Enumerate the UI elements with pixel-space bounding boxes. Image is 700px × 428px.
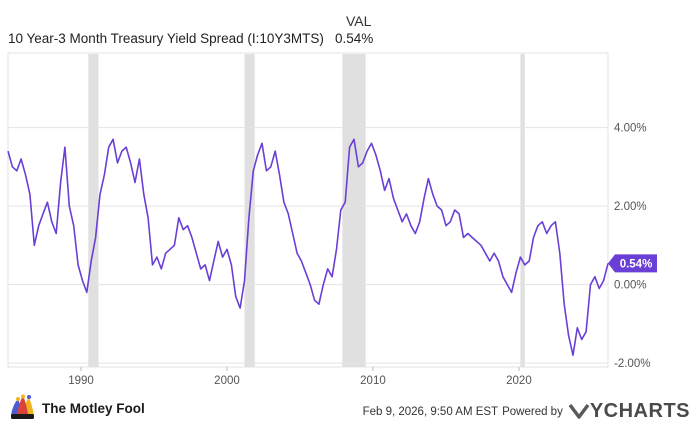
- recession-band: [342, 54, 366, 367]
- powered-by-label: Powered by: [502, 405, 563, 418]
- x-tick-label: 2010: [360, 375, 386, 387]
- x-tick-label: 2000: [214, 375, 240, 387]
- recession-band: [88, 54, 99, 367]
- last-value-badge-shape: [608, 254, 657, 273]
- x-tick-label: 1990: [68, 375, 94, 387]
- last-value-badge-label: 0.54%: [620, 258, 653, 270]
- x-tick-label: 2020: [506, 375, 532, 387]
- spread-series-line: [7, 138, 609, 357]
- legend-column-title: VAL: [346, 13, 372, 29]
- y-tick-label: 4.00%: [614, 123, 647, 135]
- chart-attribution: Feb 9, 2026, 9:50 AM EST Powered by YCHA…: [363, 400, 690, 423]
- x-axis-labels: 1990 2000 2010 2020: [68, 367, 532, 387]
- legend-series-value: 0.54%: [335, 31, 374, 46]
- ycharts-chevron-icon: [568, 403, 590, 419]
- jester-hat-icon: [11, 394, 34, 419]
- last-value-badge: 0.54%: [608, 254, 657, 273]
- ycharts-logo: YCHARTS: [568, 400, 690, 423]
- motley-fool-logo: The Motley Fool: [8, 392, 145, 424]
- ycharts-wordmark: YCHARTS: [589, 400, 690, 422]
- y-tick-label: 2.00%: [614, 201, 647, 213]
- y-tick-label: -2.00%: [614, 358, 650, 370]
- series-line-group: [7, 138, 609, 357]
- chart-timestamp: Feb 9, 2026, 9:50 AM EST: [362, 405, 499, 418]
- y-axis-labels: 4.00% 2.00% 0.00% -2.00%: [614, 123, 650, 371]
- plot-background: [7, 52, 609, 368]
- y-tick-label: 0.00%: [614, 280, 647, 292]
- recession-band: [520, 54, 525, 367]
- chart-canvas: 4.00% 2.00% 0.00% -2.00% 1990 2000 2010 2020 0…: [7, 52, 657, 387]
- legend-header: VAL 10 Year-3 Month Treasury Yield Sprea…: [0, 0, 700, 50]
- motley-fool-brand: The Motley Fool: [42, 400, 145, 416]
- legend-series-name: 10 Year-3 Month Treasury Yield Spread (I…: [8, 31, 324, 46]
